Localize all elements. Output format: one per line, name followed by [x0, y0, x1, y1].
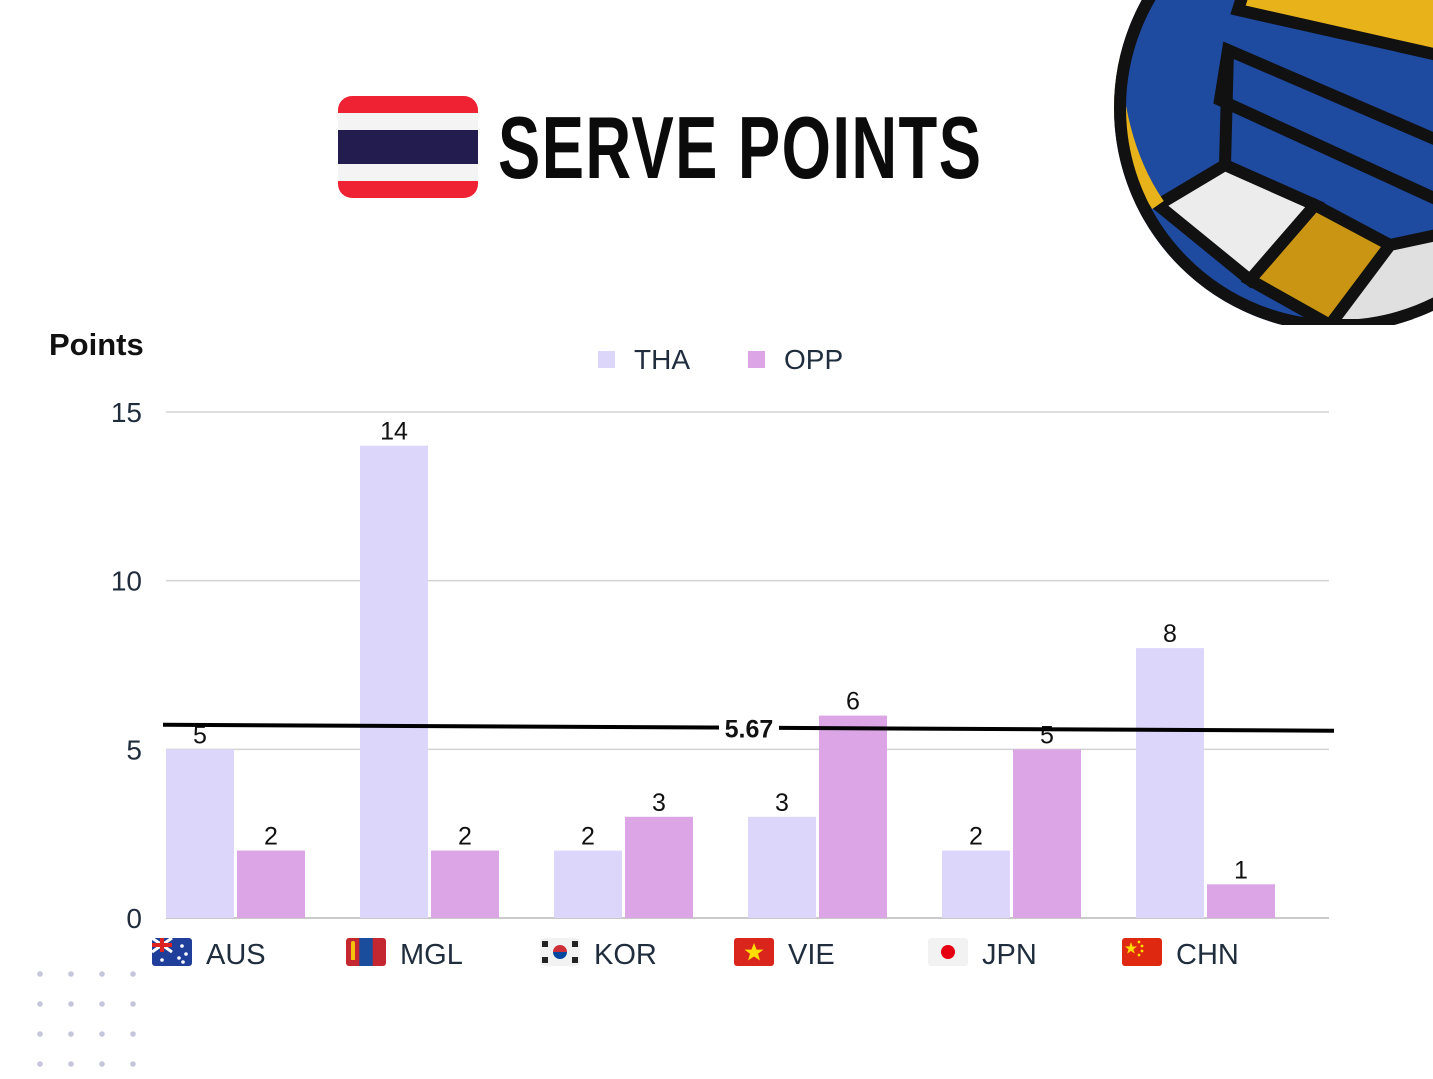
decor-dot	[130, 1061, 136, 1067]
bar-tha-kor	[554, 850, 622, 918]
decor-dot	[68, 1001, 74, 1007]
x-tick-label: AUS	[206, 939, 266, 971]
data-label: 5	[1040, 721, 1054, 749]
decor-dot	[130, 1001, 136, 1007]
data-label: 2	[581, 823, 595, 851]
data-label: 5	[193, 721, 207, 749]
legend: THA OPP	[598, 344, 843, 375]
x-tick-label: VIE	[788, 939, 835, 971]
bar-tha-mgl	[360, 445, 428, 918]
gridlines	[166, 411, 1329, 919]
decor-dot	[99, 1031, 105, 1037]
x-tick-label: MGL	[400, 939, 463, 971]
dot-grid	[37, 971, 136, 1067]
decor-dot	[68, 1061, 74, 1067]
legend-swatch-opp	[748, 351, 765, 368]
australia-flag-icon	[151, 936, 192, 966]
data-label: 6	[846, 688, 860, 716]
decor-dot	[130, 1031, 136, 1037]
average-line: 5.67	[162, 710, 1335, 745]
data-label: 3	[652, 789, 666, 817]
decor-dot	[99, 1061, 105, 1067]
data-label: 2	[969, 823, 983, 851]
average-label: 5.67	[725, 716, 774, 744]
decor-dot	[68, 971, 74, 977]
decor-dot	[37, 1061, 43, 1067]
volleyball-icon	[1114, 0, 1433, 325]
decor-dot	[37, 1031, 43, 1037]
bar-tha-chn	[1136, 648, 1204, 918]
decor-dot	[37, 1001, 43, 1007]
y-tick-label: 15	[111, 397, 142, 428]
japan-flag-icon	[928, 938, 968, 966]
decor-dot	[130, 971, 136, 977]
vietnam-flag-icon	[734, 938, 774, 966]
page-title: SERVE POINTS	[498, 98, 983, 197]
bar-opp-vie	[819, 715, 887, 918]
y-tick-label: 5	[126, 734, 142, 765]
data-label: 2	[264, 823, 278, 851]
legend-label-tha: THA	[634, 344, 690, 375]
decor-dot	[99, 971, 105, 977]
decor-dot	[68, 1031, 74, 1037]
bar-tha-aus	[166, 749, 234, 918]
bar-opp-jpn	[1013, 749, 1081, 918]
data-label: 3	[775, 789, 789, 817]
y-axis-title: Points	[49, 327, 144, 362]
average-label-bg	[719, 710, 779, 745]
x-tick-label: CHN	[1176, 939, 1239, 971]
y-tick-label: 10	[111, 566, 142, 597]
mongolia-flag-icon	[346, 938, 386, 966]
decor-dot	[99, 1001, 105, 1007]
china-flag-icon	[1122, 938, 1162, 966]
x-axis-categories: AUS MGL KOR VIE JPN CHN	[151, 936, 1239, 971]
thailand-flag-icon	[338, 96, 478, 198]
bar-tha-vie	[748, 816, 816, 918]
south-korea-flag-icon	[540, 938, 580, 966]
bars	[166, 445, 1275, 918]
data-label: 1	[1234, 856, 1248, 884]
bar-opp-aus	[237, 850, 305, 918]
x-tick-label: JPN	[982, 939, 1037, 971]
bar-opp-kor	[625, 816, 693, 918]
y-axis-ticks: 0 5 10 15	[111, 397, 142, 934]
bar-tha-jpn	[942, 850, 1010, 918]
data-label: 2	[458, 823, 472, 851]
y-tick-label: 0	[126, 903, 142, 934]
data-label: 14	[380, 418, 408, 446]
decor-dot	[37, 971, 43, 977]
bar-opp-chn	[1207, 884, 1275, 918]
data-labels: 5 2 14 2 2 3 3 6 2 5 8 1	[193, 418, 1248, 885]
legend-label-opp: OPP	[784, 344, 843, 375]
bar-opp-mgl	[431, 850, 499, 918]
data-label: 8	[1163, 620, 1177, 648]
legend-swatch-tha	[598, 351, 615, 368]
x-tick-label: KOR	[594, 939, 657, 971]
